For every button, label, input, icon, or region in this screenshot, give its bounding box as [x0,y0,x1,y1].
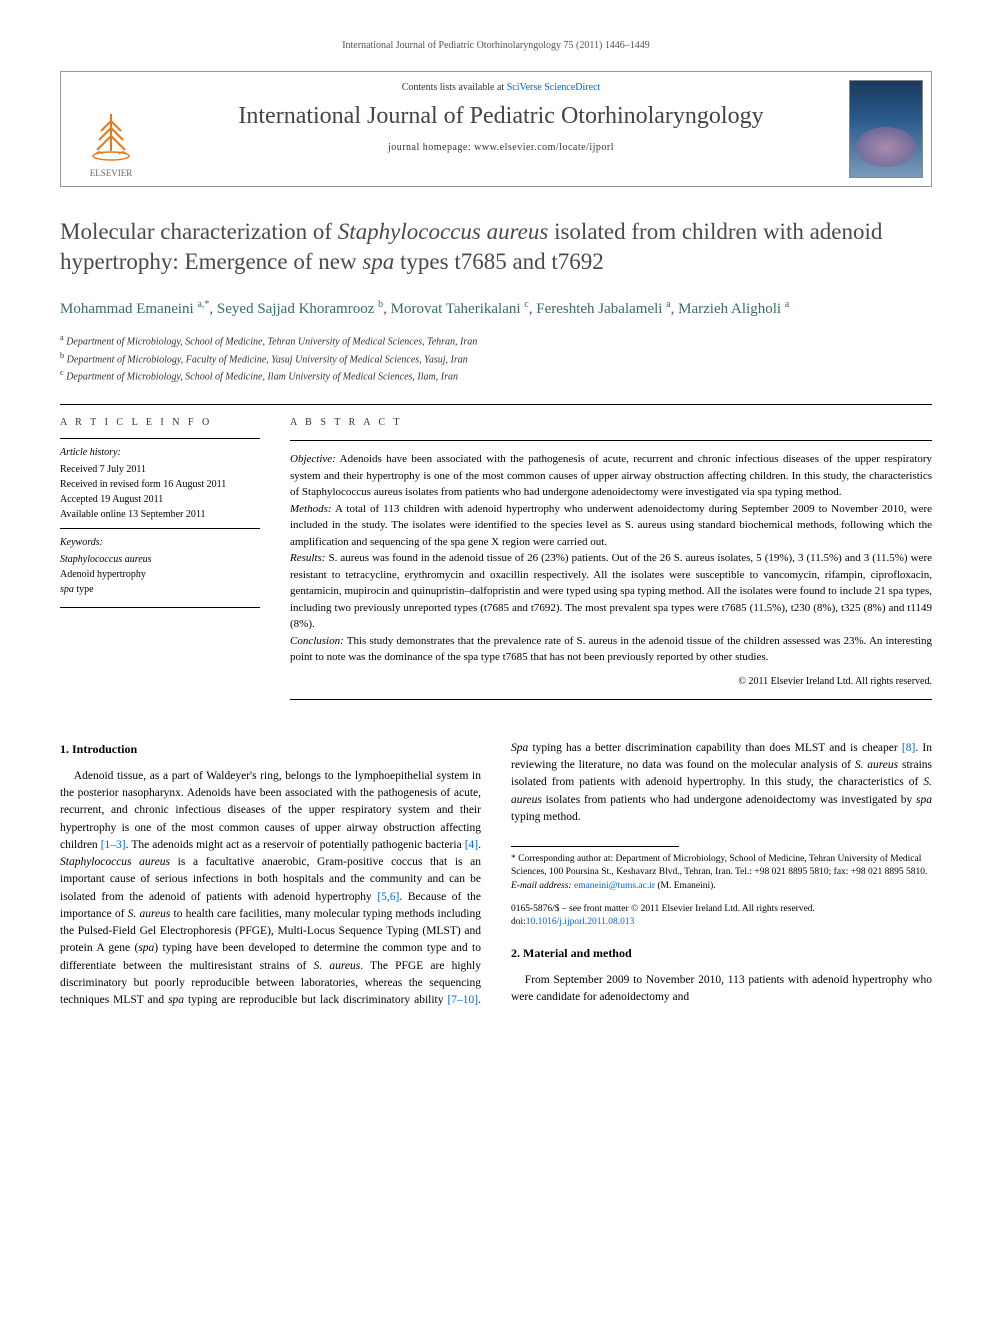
doi-prefix: doi: [511,917,526,927]
journal-name: International Journal of Pediatric Otorh… [161,103,841,130]
title-text-1: Molecular characterization of [60,219,338,244]
methods-text: A total of 113 children with adenoid hyp… [290,503,932,548]
section-heading-introduction: 1. Introduction [60,740,481,758]
issn-copyright-line: 0165-5876/$ – see front matter © 2011 El… [511,903,932,916]
citation-link[interactable]: [1–3] [101,839,126,851]
footnote-separator [511,846,679,847]
author-name: Marzieh Aligholi [678,301,781,317]
objective-label: Objective: [290,453,336,465]
author-affil-mark: c [524,299,528,310]
sciencedirect-link[interactable]: SciVerse ScienceDirect [507,82,601,93]
elsevier-tree-icon [81,106,141,166]
affiliation: a Department of Microbiology, School of … [60,332,932,349]
author: Seyed Sajjad Khoramrooz b [217,301,383,317]
body-text: to health care facilities, many molecula… [60,908,481,1006]
corresponding-author-note: * Corresponding author at: Department of… [511,853,932,880]
results-text: S. aureus was found in the adenoid tissu… [290,552,932,630]
email-line: E-mail address: emaneini@tums.ac.ir (M. … [511,880,932,893]
abstract-methods: Methods: A total of 113 children with ad… [290,501,932,551]
author: Morovat Taherikalani c [391,301,529,317]
article-info-sidebar: A R T I C L E I N F O Article history: R… [60,415,260,710]
author-name: Mohammad Emaneini [60,301,194,317]
affil-text: Department of Microbiology, School of Me… [66,371,458,382]
abstract-objective: Objective: Adenoids have been associated… [290,451,932,501]
author-affil-mark: a,* [197,299,209,310]
email-label: E-mail address: [511,881,574,891]
journal-masthead: ELSEVIER Contents lists available at Sci… [60,71,932,187]
keyword: spa type [60,582,260,597]
citation-link[interactable]: [5,6] [377,891,399,903]
article-title: Molecular characterization of Staphyloco… [60,217,932,277]
author: Mohammad Emaneini a,* [60,301,209,317]
online-date: Available online 13 September 2011 [60,507,260,522]
conclusion-text: This study demonstrates that the prevale… [290,635,932,664]
section-divider [60,404,932,405]
revised-date: Received in revised form 16 August 2011 [60,477,260,492]
received-date: Received 7 July 2011 [60,462,260,477]
article-body: 1. Introduction Adenoid tissue, as a par… [60,740,932,1010]
contents-prefix: Contents lists available at [402,82,507,93]
title-italic-1: Staphylococcus aureus [338,219,549,244]
citation-link[interactable]: [4] [465,839,478,851]
journal-cover-icon [849,80,923,178]
affil-mark: c [60,368,64,377]
author-affil-mark: a [785,299,789,310]
title-text-3: types t7685 and t7692 [394,249,604,274]
doi-line: doi:10.1016/j.ijporl.2011.08.013 [511,916,932,929]
email-suffix: (M. Emaneini). [655,881,716,891]
affil-text: Department of Microbiology, Faculty of M… [67,354,468,365]
abstract-results: Results: S. aureus was found in the aden… [290,550,932,633]
author-list: Mohammad Emaneini a,*, Seyed Sajjad Khor… [60,297,932,321]
abstract-heading: A B S T R A C T [290,415,932,430]
affiliation-list: a Department of Microbiology, School of … [60,332,932,384]
abstract-block: A B S T R A C T Objective: Adenoids have… [290,415,932,710]
author: Fereshteh Jabalameli a [536,301,670,317]
running-header: International Journal of Pediatric Otorh… [60,40,932,51]
doi-link[interactable]: 10.1016/j.ijporl.2011.08.013 [526,917,635,927]
abstract-top-rule [290,440,932,441]
body-text: . The adenoids might act as a reservoir … [126,839,465,851]
title-italic-2: spa [362,249,394,274]
affiliation: c Department of Microbiology, School of … [60,367,932,384]
footer-meta: 0165-5876/$ – see front matter © 2011 El… [511,903,932,930]
accepted-date: Accepted 19 August 2011 [60,492,260,507]
info-bottom-rule [60,607,260,608]
footnote-block: * Corresponding author at: Department of… [511,853,932,893]
author-name: Morovat Taherikalani [391,301,521,317]
objective-text: Adenoids have been associated with the p… [290,453,932,498]
cover-thumbnail-block [841,72,931,186]
email-link[interactable]: emaneini@tums.ac.ir [574,881,655,891]
affil-mark: b [60,351,64,360]
conclusion-label: Conclusion: [290,635,344,647]
publisher-block: ELSEVIER [61,72,161,186]
author-name: Seyed Sajjad Khoramrooz [217,301,374,317]
author-name: Fereshteh Jabalameli [536,301,662,317]
affil-mark: a [60,333,64,342]
section-heading-methods: 2. Material and method [511,944,932,962]
keywords-list: Staphylococcus aureus Adenoid hypertroph… [60,552,260,597]
citation-link[interactable]: [8] [902,742,915,754]
journal-homepage: journal homepage: www.elsevier.com/locat… [161,142,841,153]
abstract-bottom-rule [290,699,932,700]
author-affil-mark: b [378,299,383,310]
keywords-label: Keywords: [60,535,260,550]
contents-available-line: Contents lists available at SciVerse Sci… [161,82,841,93]
keyword: Adenoid hypertrophy [60,567,260,582]
author: Marzieh Aligholi a [678,301,789,317]
results-label: Results: [290,552,325,564]
methods-label: Methods: [290,503,332,515]
methods-paragraph: From September 2009 to November 2010, 11… [511,972,932,1007]
abstract-copyright: © 2011 Elsevier Ireland Ltd. All rights … [290,674,932,689]
author-affil-mark: a [666,299,670,310]
keyword: Staphylococcus aureus [60,552,260,567]
affil-text: Department of Microbiology, School of Me… [66,337,477,348]
history-label: Article history: [60,445,260,460]
citation-link[interactable]: [7–10] [447,994,478,1006]
affiliation: b Department of Microbiology, Faculty of… [60,350,932,367]
article-info-heading: A R T I C L E I N F O [60,415,260,430]
abstract-conclusion: Conclusion: This study demonstrates that… [290,633,932,666]
publisher-name: ELSEVIER [90,168,133,178]
